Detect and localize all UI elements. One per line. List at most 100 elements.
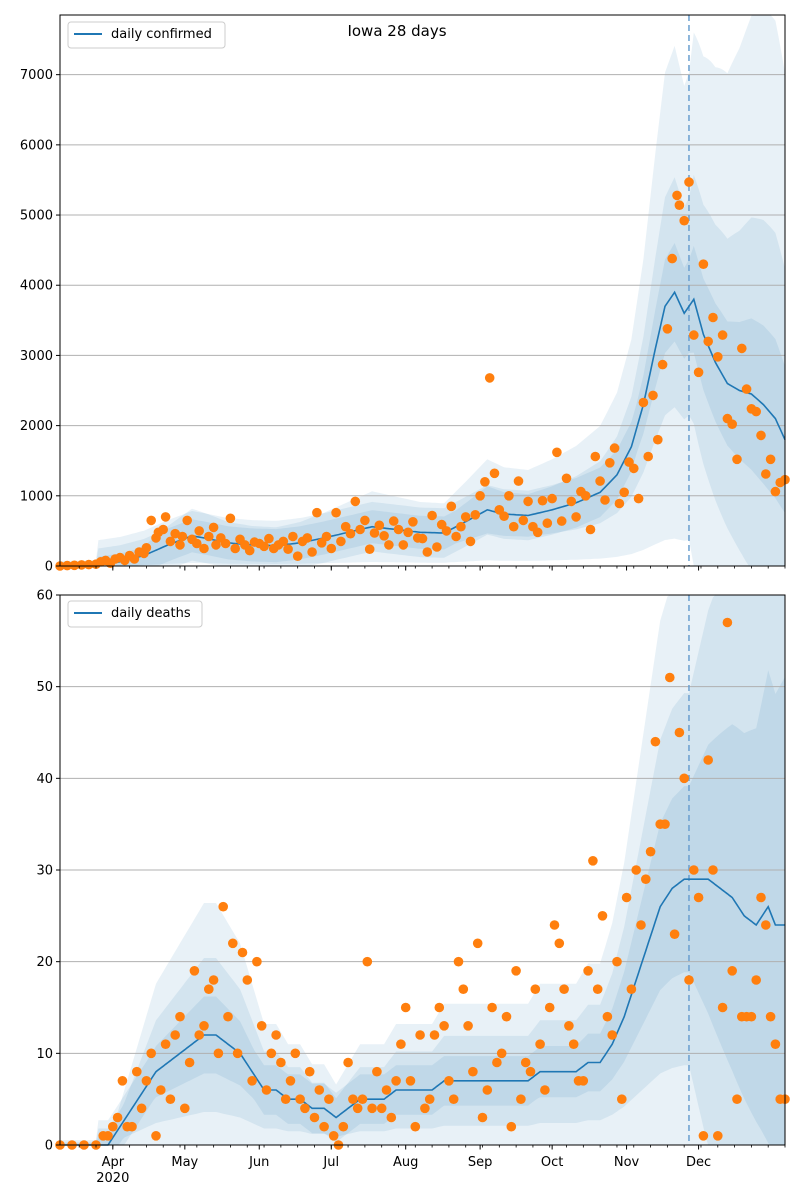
- data-point: [602, 1011, 613, 1022]
- data-point: [468, 1066, 478, 1077]
- data-point: [432, 542, 442, 552]
- data-point: [189, 966, 200, 976]
- data-point: [648, 390, 658, 401]
- data-point: [501, 1011, 512, 1022]
- data-point: [146, 515, 156, 526]
- y-tick-label: 20: [36, 955, 53, 970]
- data-point: [525, 1066, 536, 1077]
- band-mid: [60, 174, 785, 566]
- data-point: [537, 495, 548, 506]
- data-point: [679, 215, 689, 226]
- data-point: [175, 1011, 185, 1022]
- data-point: [665, 672, 675, 683]
- data-point: [746, 1011, 757, 1022]
- deaths-y-axis: 0 10 20 30 40 50 60: [36, 589, 60, 1154]
- x-tick-year-label: 2020: [96, 1171, 129, 1186]
- data-point: [732, 1094, 742, 1104]
- data-point: [230, 543, 240, 554]
- data-point: [355, 524, 365, 535]
- data-point: [158, 524, 168, 535]
- data-point: [504, 491, 514, 501]
- data-point: [403, 527, 413, 538]
- data-point: [386, 1112, 397, 1123]
- data-point: [324, 1094, 334, 1104]
- data-point: [223, 1011, 233, 1022]
- legend-label: daily confirmed: [111, 27, 212, 42]
- x-tick-label: Dec: [686, 1155, 711, 1170]
- data-point: [391, 1076, 401, 1086]
- data-point: [737, 343, 747, 354]
- data-point: [374, 520, 385, 531]
- data-point: [194, 1030, 204, 1040]
- x-tick-label: Oct: [541, 1155, 563, 1170]
- data-point: [182, 515, 192, 526]
- data-point: [117, 1076, 128, 1086]
- x-tick-label: Aug: [393, 1155, 418, 1170]
- data-point: [626, 984, 637, 994]
- data-point: [717, 330, 728, 340]
- data-point: [266, 1048, 277, 1059]
- data-point: [424, 1094, 435, 1104]
- data-point: [379, 531, 389, 541]
- data-point: [204, 984, 214, 994]
- data-point: [410, 1121, 421, 1132]
- data-point: [679, 773, 689, 784]
- data-point: [127, 1121, 137, 1132]
- data-point: [261, 1085, 272, 1095]
- data-point: [242, 975, 253, 985]
- y-tick-label: 3000: [20, 349, 53, 364]
- data-point: [669, 929, 680, 939]
- data-point: [513, 476, 524, 486]
- data-point: [405, 1076, 416, 1086]
- x-tick-label: Jun: [248, 1155, 269, 1170]
- data-point: [727, 966, 737, 976]
- data-point: [165, 536, 176, 547]
- data-point: [633, 493, 644, 504]
- data-point: [741, 384, 752, 394]
- confirmed-uncertainty-bands: [60, 15, 785, 566]
- data-point: [343, 1057, 353, 1068]
- band-outer: [60, 15, 785, 566]
- data-point: [698, 1131, 709, 1141]
- data-point: [653, 434, 663, 445]
- data-point: [523, 496, 533, 507]
- data-point: [761, 920, 771, 930]
- data-point: [319, 1121, 329, 1132]
- data-point: [636, 920, 646, 930]
- data-point: [338, 1121, 349, 1132]
- data-point: [376, 1103, 387, 1114]
- data-point: [453, 956, 464, 967]
- data-point: [136, 1103, 147, 1114]
- data-point: [278, 536, 289, 547]
- data-point: [484, 373, 495, 383]
- data-point: [629, 463, 639, 474]
- band-outer: [60, 595, 785, 1145]
- data-point: [388, 516, 399, 526]
- data-point: [458, 984, 469, 994]
- y-tick-label: 5000: [20, 209, 53, 224]
- data-point: [674, 727, 685, 738]
- data-point: [350, 496, 361, 507]
- data-point: [698, 259, 709, 270]
- data-point: [770, 1039, 781, 1049]
- chart-title: Iowa 28 days: [347, 22, 446, 40]
- data-point: [684, 177, 694, 187]
- data-point: [141, 543, 152, 553]
- data-point: [597, 911, 608, 921]
- data-point: [180, 1103, 190, 1114]
- y-tick-label: 6000: [20, 138, 53, 153]
- data-point: [535, 1039, 545, 1049]
- data-point: [244, 545, 255, 556]
- data-point: [69, 560, 80, 571]
- data-point: [280, 1094, 291, 1104]
- data-point: [146, 1048, 156, 1059]
- data-point: [252, 956, 262, 967]
- data-point: [756, 430, 766, 441]
- data-point: [398, 540, 409, 550]
- data-point: [499, 511, 509, 521]
- data-point: [470, 510, 481, 520]
- data-point: [228, 938, 238, 949]
- x-tick-label: Jul: [322, 1155, 339, 1170]
- data-point: [199, 543, 209, 554]
